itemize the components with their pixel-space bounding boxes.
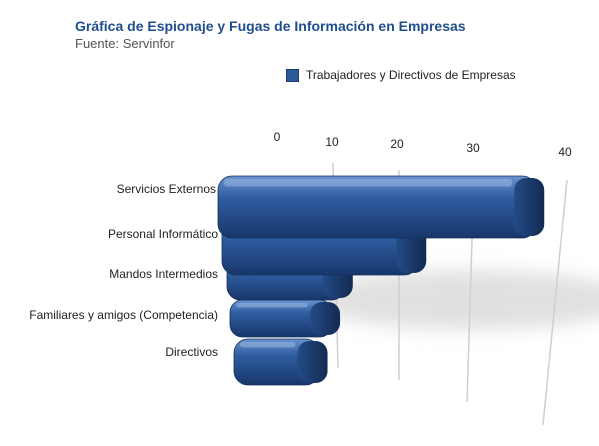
legend-swatch xyxy=(286,68,299,82)
x-tick-label: 30 xyxy=(466,141,480,155)
category-label: Mandos Intermedios xyxy=(109,267,218,281)
x-tick-label: 40 xyxy=(558,145,572,159)
legend: Trabajadores y Directivos de Empresas xyxy=(286,68,516,82)
x-tick-label: 10 xyxy=(325,135,339,149)
bar xyxy=(229,299,341,338)
x-tick-label: 20 xyxy=(390,137,404,151)
bar xyxy=(217,175,545,239)
bar xyxy=(233,338,328,386)
legend-label: Trabajadores y Directivos de Empresas xyxy=(306,68,516,82)
gridline xyxy=(542,179,568,426)
category-label: Directivos xyxy=(165,345,218,359)
category-label: Familiares y amigos (Competencia) xyxy=(29,308,218,322)
x-tick-label: 0 xyxy=(274,130,281,144)
category-label: Servicios Externos xyxy=(117,182,216,196)
chart-title: Gráfica de Espionaje y Fugas de Informac… xyxy=(75,18,466,34)
category-label: Personal Informático xyxy=(108,227,218,241)
floor-shadow xyxy=(310,270,599,330)
chart-source: Fuente: Servinfor xyxy=(75,36,175,51)
